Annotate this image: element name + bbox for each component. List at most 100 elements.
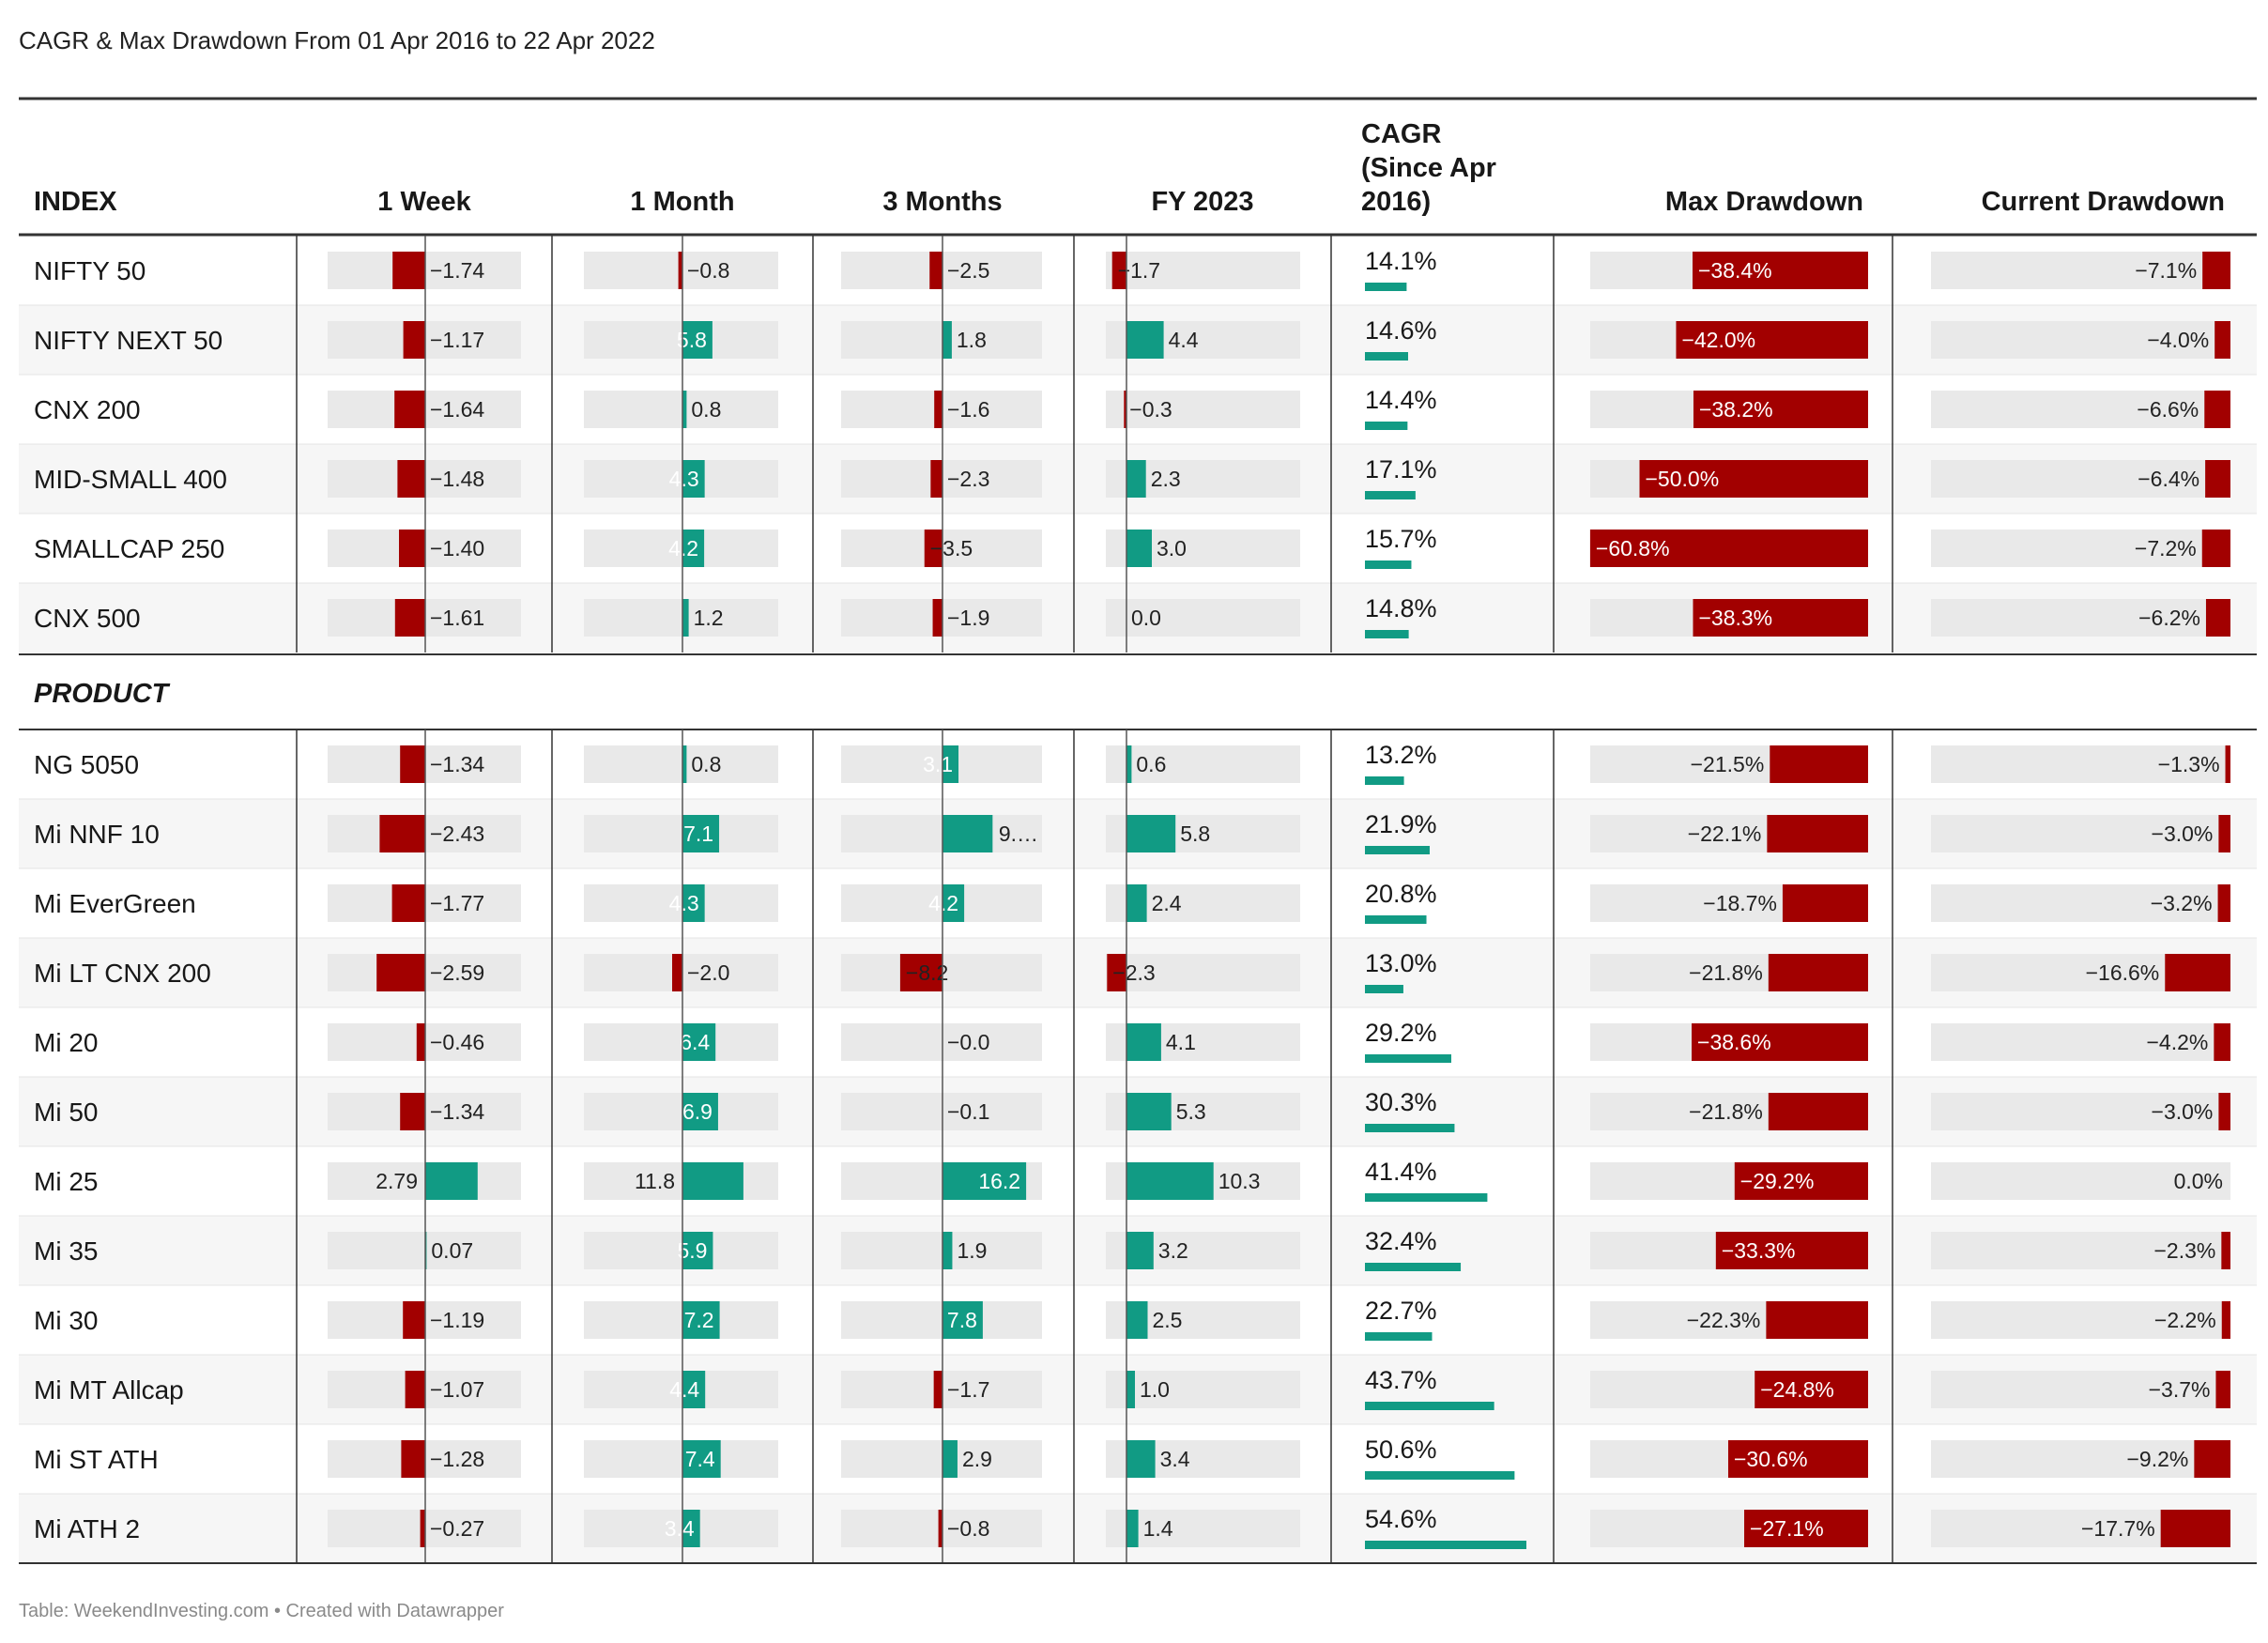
bar-value-label: −4.0% xyxy=(2147,328,2209,352)
bar-track xyxy=(841,321,1042,359)
bar xyxy=(391,884,425,922)
bar-value-label: 9.… xyxy=(999,822,1038,846)
bar-value-label: 3.2 xyxy=(1158,1238,1188,1263)
bar-value-label: 7.4 xyxy=(685,1447,715,1471)
bar-value-label: −7.1% xyxy=(2135,258,2197,283)
column-header-1: 1 Week xyxy=(377,187,471,217)
cagr-bar xyxy=(1365,1471,1515,1480)
cagr-value: 21.9% xyxy=(1365,810,1437,838)
bar-value-label: 4.4 xyxy=(669,1377,699,1402)
bar-value-label: 0.0% xyxy=(2174,1169,2223,1193)
bar-value-label: 2.9 xyxy=(962,1447,992,1471)
bar-track xyxy=(584,599,778,637)
bar xyxy=(1693,391,1868,428)
bar-value-label: −16.6% xyxy=(2086,960,2160,985)
bar xyxy=(1755,1371,1868,1408)
bar-value-label: −1.74 xyxy=(430,258,484,283)
bar-value-label: −18.7% xyxy=(1703,891,1777,915)
bar xyxy=(2218,1093,2230,1130)
bar xyxy=(1126,1093,1172,1130)
bar-value-label: −1.7 xyxy=(947,1377,989,1402)
bar xyxy=(682,815,720,852)
bar xyxy=(1768,954,1868,991)
bar xyxy=(942,815,993,852)
bar xyxy=(379,815,425,852)
bar xyxy=(2204,391,2230,428)
bar-value-label: 3.4 xyxy=(665,1516,695,1541)
bar-track xyxy=(584,1162,778,1200)
bar-value-label: −24.8% xyxy=(1760,1377,1834,1402)
bar xyxy=(678,252,682,289)
bar xyxy=(942,1232,953,1269)
row-label: Mi LT CNX 200 xyxy=(34,959,211,988)
cagr-value: 13.0% xyxy=(1365,949,1437,977)
bar-value-label: −6.2% xyxy=(2138,606,2200,630)
bar-value-label: −1.07 xyxy=(430,1377,484,1402)
bar-track xyxy=(584,460,778,498)
cagr-value: 30.3% xyxy=(1365,1088,1437,1116)
bar xyxy=(1639,460,1868,498)
bar-value-label: −1.34 xyxy=(430,1099,484,1124)
cagr-bar xyxy=(1365,1263,1462,1271)
bar-track xyxy=(841,1023,1042,1061)
bar-value-label: 1.2 xyxy=(694,606,724,630)
bar-value-label: −1.3% xyxy=(2158,752,2220,776)
bar xyxy=(1727,1440,1868,1478)
row-label: CNX 500 xyxy=(34,604,141,633)
bar xyxy=(1126,1510,1139,1547)
bar-value-label: 4.3 xyxy=(669,891,699,915)
bar xyxy=(682,460,705,498)
bar-value-label: 4.3 xyxy=(669,467,699,491)
bar-value-label: −1.64 xyxy=(430,397,484,422)
bar-track xyxy=(841,745,1042,783)
bar xyxy=(405,1371,425,1408)
row-label: Mi MT Allcap xyxy=(34,1375,184,1405)
bar-track xyxy=(584,1440,778,1478)
bar xyxy=(1768,1093,1868,1130)
column-header-0: INDEX xyxy=(34,187,117,217)
row-label: Mi 30 xyxy=(34,1306,98,1335)
column-header-4: FY 2023 xyxy=(1151,187,1253,217)
bar xyxy=(1126,1301,1148,1339)
bar-value-label: −22.1% xyxy=(1688,822,1762,846)
bar-value-label: −2.59 xyxy=(430,960,484,985)
bar xyxy=(942,1440,958,1478)
bar-value-label: −0.8 xyxy=(947,1516,989,1541)
bar-track xyxy=(1931,1093,2230,1130)
bar xyxy=(682,1301,720,1339)
bar xyxy=(942,321,952,359)
bar-value-label: −0.27 xyxy=(430,1516,484,1541)
bar xyxy=(1676,321,1868,359)
row-label: Mi 25 xyxy=(34,1167,98,1196)
bar-value-label: −42.0% xyxy=(1681,328,1755,352)
bar xyxy=(1124,391,1126,428)
bar-value-label: 0.8 xyxy=(691,752,721,776)
bar-value-label: −3.5 xyxy=(930,536,973,560)
cagr-value: 54.6% xyxy=(1365,1505,1437,1533)
bar-value-label: −38.6% xyxy=(1697,1030,1771,1054)
row-label: NIFTY NEXT 50 xyxy=(34,326,222,355)
bar xyxy=(399,530,425,567)
bar-track xyxy=(328,1162,521,1200)
bar xyxy=(2205,460,2230,498)
bar xyxy=(932,599,942,637)
bar xyxy=(1126,1232,1154,1269)
bar xyxy=(942,1162,1027,1200)
bar-value-label: 7.1 xyxy=(683,822,713,846)
bar-value-label: −21.5% xyxy=(1691,752,1765,776)
cagr-bar xyxy=(1365,915,1427,924)
bar-track xyxy=(328,1232,521,1269)
bar xyxy=(1126,1371,1135,1408)
bar-value-label: −2.3% xyxy=(2153,1238,2215,1263)
bar-track xyxy=(1931,321,2230,359)
bar xyxy=(1715,1232,1868,1269)
bar-value-label: −38.3% xyxy=(1698,606,1772,630)
bar-value-label: 2.3 xyxy=(1151,467,1181,491)
bar xyxy=(942,745,959,783)
cagr-bar xyxy=(1365,1054,1451,1063)
bar-value-label: −29.2% xyxy=(1740,1169,1815,1193)
bar-value-label: −1.17 xyxy=(430,328,484,352)
bar xyxy=(1126,815,1176,852)
bar-value-label: −1.77 xyxy=(430,891,484,915)
